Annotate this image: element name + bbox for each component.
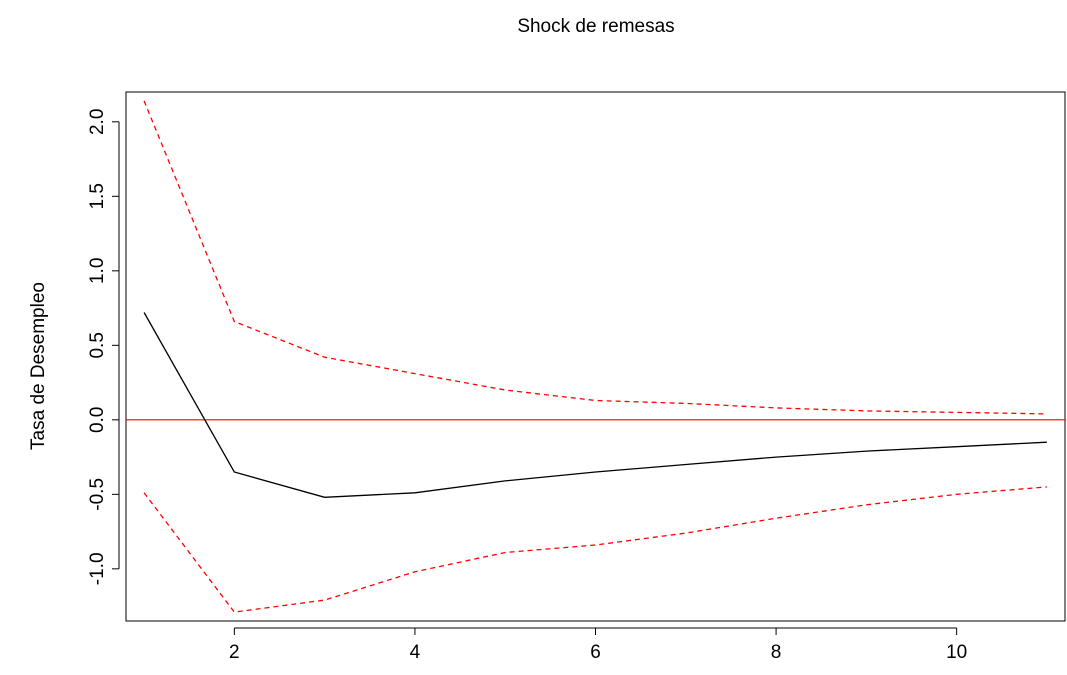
plot-frame <box>125 91 1066 622</box>
series-line-upper <box>143 100 1047 415</box>
x-tick-label-6: 6 <box>590 642 601 663</box>
plot-layer: 2 4 6 8 10 -1.0 -0.5 0.0 0.5 1.0 1.5 2.0 <box>87 91 1066 663</box>
y-tick-label-1: -0.5 <box>87 478 108 511</box>
y-axis-title: Tasa de Desempleo <box>28 282 49 450</box>
y-tick-label-0: -1.0 <box>87 552 108 585</box>
series-line-response <box>143 312 1047 498</box>
y-tick-label-3: 0.5 <box>87 332 108 358</box>
y-tick-label-2: 0.0 <box>87 407 108 433</box>
x-tick-label-8: 8 <box>771 642 782 663</box>
x-tick-label-2: 2 <box>229 642 240 663</box>
x-tick-label-4: 4 <box>410 642 421 663</box>
series-line-lower <box>143 486 1047 613</box>
y-tick-label-5: 1.5 <box>87 183 108 209</box>
x-tick-label-10: 10 <box>946 642 967 663</box>
y-tick-label-6: 2.0 <box>87 109 108 135</box>
chart-title: Shock de remesas <box>517 16 674 37</box>
y-tick-label-4: 1.0 <box>87 258 108 284</box>
